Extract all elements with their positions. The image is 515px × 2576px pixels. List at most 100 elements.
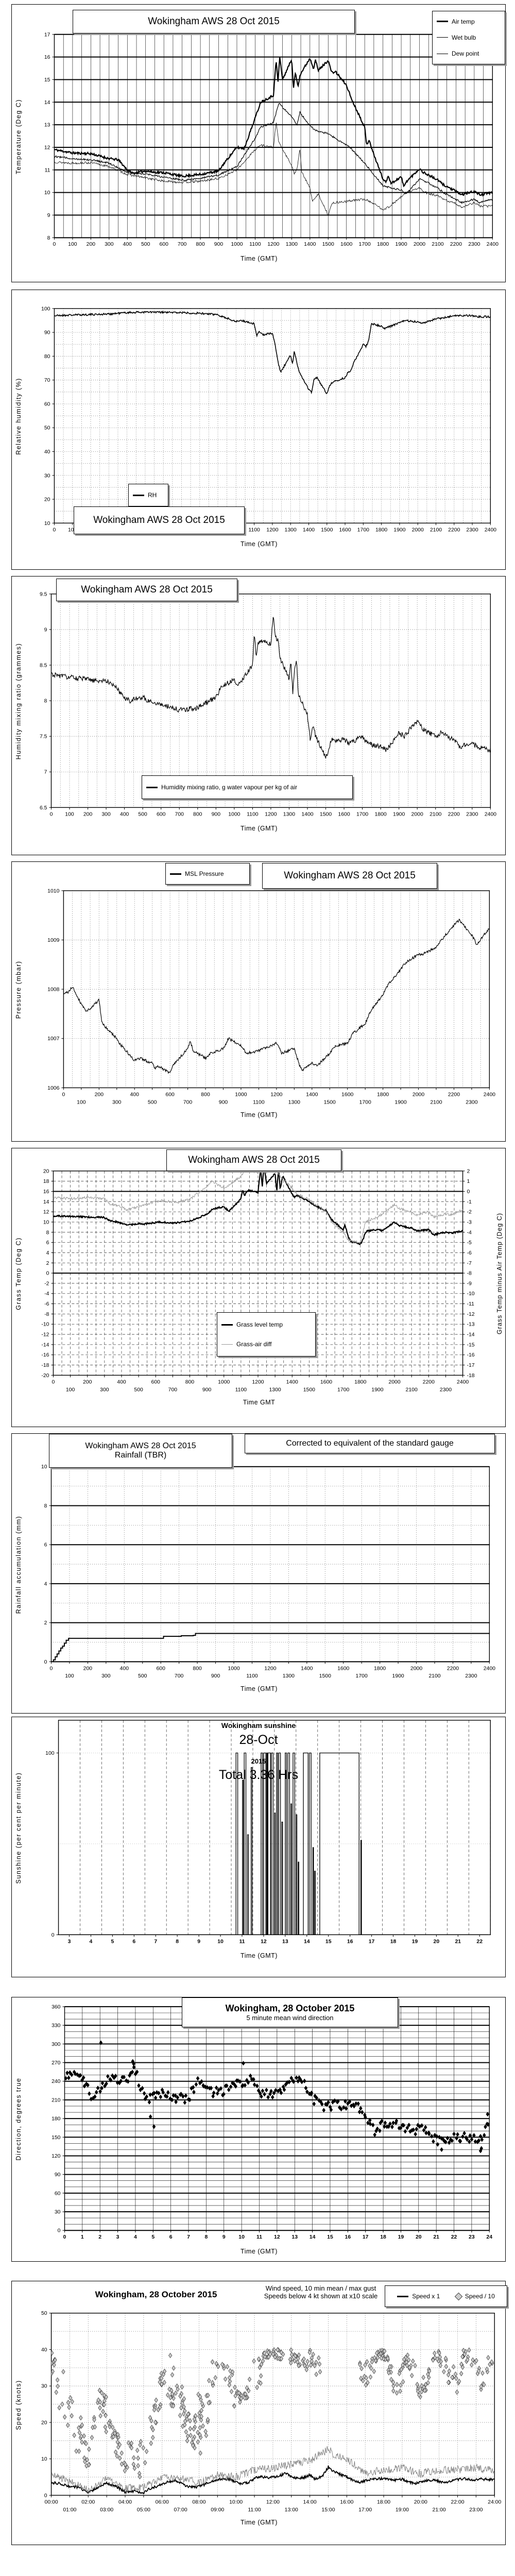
svg-text:2000: 2000: [413, 1092, 424, 1097]
svg-text:0: 0: [52, 1933, 55, 1938]
svg-text:200: 200: [87, 242, 96, 247]
svg-text:400: 400: [123, 242, 132, 247]
x-axis-label: Time (GMT): [241, 2519, 278, 2526]
svg-text:40: 40: [44, 449, 50, 455]
svg-text:-10: -10: [467, 1291, 475, 1297]
x-axis-label: Time (GMT): [241, 825, 278, 832]
svg-text:5: 5: [111, 1939, 114, 1944]
svg-text:100: 100: [65, 811, 74, 817]
svg-text:09:00: 09:00: [211, 2507, 224, 2513]
svg-text:1100: 1100: [235, 1387, 247, 1393]
svg-text:2200: 2200: [423, 1379, 435, 1385]
sunshine-year: 2015: [251, 1757, 266, 1765]
legend-item: RH: [133, 492, 164, 499]
svg-text:0: 0: [63, 2234, 66, 2240]
svg-text:17: 17: [363, 2234, 369, 2240]
rainfall-chart-panel: 0 2 4 6 8 10 0 100 200 300 400 500 600 700 800 900 1000 1…: [11, 1433, 506, 1714]
svg-text:0: 0: [46, 1271, 49, 1277]
chart-title: Wokingham AWS 28 Oct 2015: [188, 1155, 320, 1165]
svg-text:100: 100: [66, 1387, 75, 1393]
svg-text:7.5: 7.5: [40, 734, 47, 740]
svg-text:21: 21: [433, 2234, 439, 2240]
svg-text:-9: -9: [467, 1281, 472, 1286]
svg-text:20:00: 20:00: [414, 2499, 427, 2505]
svg-text:-6: -6: [44, 1301, 49, 1307]
svg-text:600: 600: [159, 242, 168, 247]
svg-text:100: 100: [68, 242, 77, 247]
relative-humidity-chart-panel: 1020304050607080901000100200300400500600…: [11, 290, 506, 570]
svg-text:13:00: 13:00: [285, 2507, 298, 2513]
svg-text:1500: 1500: [320, 811, 332, 817]
pressure-legend: MSL Pressure: [165, 863, 250, 885]
legend-label: MSL Pressure: [185, 870, 224, 877]
svg-text:21: 21: [455, 1939, 461, 1944]
svg-text:1200: 1200: [270, 1092, 282, 1097]
svg-text:13: 13: [291, 2234, 298, 2240]
svg-text:3: 3: [68, 1939, 71, 1944]
svg-text:4: 4: [134, 2234, 137, 2240]
svg-text:-11: -11: [467, 1301, 475, 1307]
svg-text:900: 900: [202, 1387, 212, 1393]
svg-text:-3: -3: [467, 1219, 472, 1225]
chart-subtitle: 5 minute mean wind direction: [246, 2014, 334, 2022]
svg-text:2000: 2000: [412, 527, 424, 533]
svg-text:500: 500: [134, 1387, 143, 1393]
svg-text:-8: -8: [44, 1312, 49, 1317]
x-axis-label: Time (GMT): [241, 1685, 278, 1692]
svg-text:1600: 1600: [337, 1666, 349, 1671]
y-axis-label: Direction, degrees true: [15, 2077, 22, 2161]
svg-text:1200: 1200: [252, 1379, 264, 1385]
svg-text:23: 23: [469, 2234, 475, 2240]
svg-text:15: 15: [325, 1939, 332, 1944]
svg-text:16: 16: [43, 1189, 49, 1195]
svg-text:-13: -13: [467, 1322, 475, 1328]
y-axis-label: Grass Temp (Deg C): [15, 1237, 22, 1310]
svg-text:700: 700: [175, 811, 184, 817]
svg-text:1400: 1400: [304, 242, 316, 247]
svg-text:80: 80: [44, 354, 50, 360]
svg-text:30: 30: [44, 473, 50, 479]
svg-text:1800: 1800: [354, 1379, 366, 1385]
svg-text:900: 900: [211, 1673, 220, 1679]
svg-text:18: 18: [43, 1179, 49, 1184]
svg-text:200: 200: [83, 1666, 93, 1671]
svg-text:2100: 2100: [430, 527, 442, 533]
svg-text:8: 8: [44, 699, 47, 704]
chart-title-line1: Wokingham AWS 28 Oct 2015: [85, 1442, 196, 1450]
svg-text:1100: 1100: [249, 242, 261, 247]
svg-text:16:00: 16:00: [340, 2499, 353, 2505]
svg-text:5: 5: [151, 2234, 154, 2240]
grass-temp-line-swatch: [221, 1324, 233, 1326]
svg-text:1900: 1900: [393, 811, 405, 817]
svg-text:2100: 2100: [432, 242, 443, 247]
svg-text:400: 400: [117, 1379, 126, 1385]
svg-text:2200: 2200: [450, 242, 462, 247]
rainfall-plot: 0246810010020030040050060070080090010001…: [41, 1464, 495, 1679]
svg-text:1000: 1000: [218, 1379, 230, 1385]
svg-text:2300: 2300: [466, 811, 478, 817]
svg-text:06:00: 06:00: [156, 2499, 169, 2505]
svg-text:22: 22: [476, 1939, 483, 1944]
svg-text:2: 2: [467, 1168, 470, 1174]
svg-text:-8: -8: [467, 1271, 472, 1277]
svg-text:-1: -1: [467, 1199, 472, 1205]
svg-text:2300: 2300: [465, 1673, 477, 1679]
legend-label: Air temp: [452, 18, 475, 25]
svg-text:19: 19: [412, 1939, 418, 1944]
mixing-ratio-line-swatch: [146, 786, 158, 788]
y-axis-label: Humidity mixing ratio (grammes): [15, 642, 22, 760]
legend-item: Dew point: [437, 50, 501, 57]
svg-text:150: 150: [52, 2135, 61, 2141]
svg-text:360: 360: [52, 2004, 61, 2010]
svg-text:240: 240: [52, 2079, 61, 2084]
rh-line-swatch: [133, 494, 144, 496]
mixing-ratio-plot: 6.5 7 7.5 8 8.5 9 9.5 0 100 200 300 400 500 600 700 800…: [40, 591, 496, 817]
rh-legend: RH: [128, 484, 168, 506]
svg-text:3: 3: [116, 2234, 119, 2240]
svg-text:1300: 1300: [286, 242, 298, 247]
svg-text:23:00: 23:00: [469, 2507, 483, 2513]
svg-text:0: 0: [58, 2228, 61, 2234]
wind-speed-note: Wind speed, 10 min mean / max gust Speed…: [233, 2284, 408, 2309]
chart-title-box: Wokingham AWS 28 Oct 2015: [262, 863, 437, 889]
